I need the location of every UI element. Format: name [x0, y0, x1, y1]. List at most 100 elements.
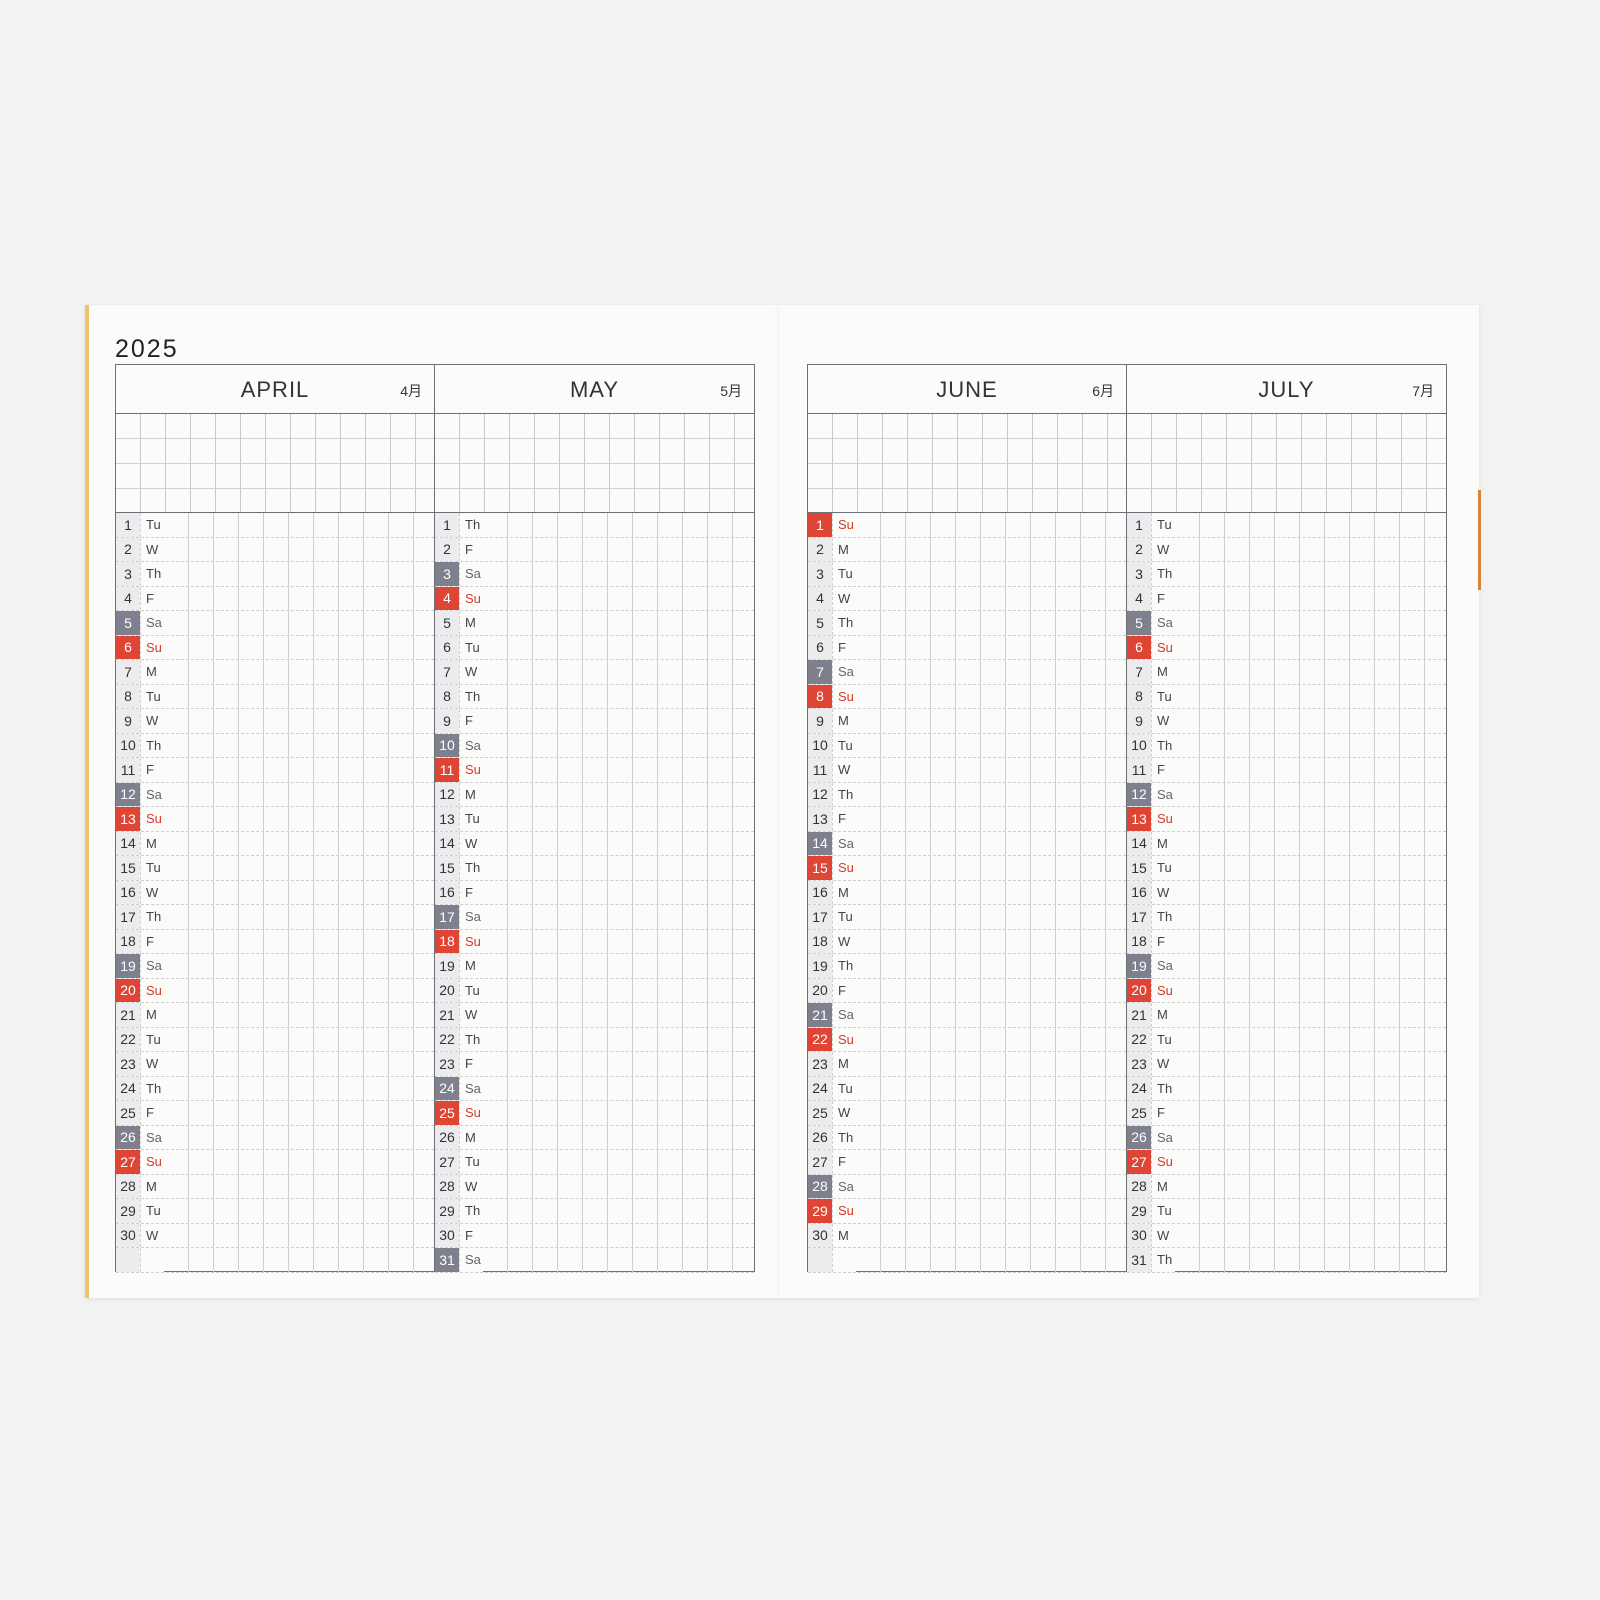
day-row[interactable]: 12 M — [435, 782, 754, 807]
day-row[interactable]: 8 Su — [808, 684, 1126, 709]
day-row[interactable]: 25 F — [1127, 1101, 1446, 1126]
day-row[interactable]: 16 F — [435, 880, 754, 905]
day-row[interactable]: 29 Su — [808, 1199, 1126, 1224]
day-row[interactable]: 24 Tu — [808, 1076, 1126, 1101]
day-row[interactable]: 11 F — [1127, 758, 1446, 783]
day-row[interactable]: 11 F — [116, 758, 434, 783]
day-row[interactable]: 31 Sa — [435, 1248, 754, 1273]
day-row[interactable]: 3 Sa — [435, 562, 754, 587]
day-row[interactable]: 30 M — [808, 1223, 1126, 1248]
day-row[interactable]: 13 Su — [116, 807, 434, 832]
day-row[interactable]: 3 Th — [1127, 562, 1446, 587]
day-row[interactable]: 14 Sa — [808, 831, 1126, 856]
day-row[interactable]: 15 Tu — [116, 856, 434, 881]
day-row[interactable]: 3 Tu — [808, 562, 1126, 587]
day-row[interactable]: 5 Sa — [116, 611, 434, 636]
day-row[interactable]: 19 Sa — [1127, 954, 1446, 979]
day-row[interactable]: 15 Th — [435, 856, 754, 881]
day-row[interactable]: 14 M — [1127, 831, 1446, 856]
day-row[interactable]: 25 Su — [435, 1101, 754, 1126]
day-row[interactable]: 21 W — [435, 1003, 754, 1028]
day-row[interactable]: 8 Tu — [116, 684, 434, 709]
day-row[interactable]: 18 W — [808, 929, 1126, 954]
day-row[interactable]: 19 Sa — [116, 954, 434, 979]
day-row[interactable]: 27 F — [808, 1150, 1126, 1175]
day-row[interactable]: 10 Th — [116, 733, 434, 758]
day-row[interactable]: 10 Sa — [435, 733, 754, 758]
day-row[interactable]: 29 Th — [435, 1199, 754, 1224]
day-row[interactable]: 10 Th — [1127, 733, 1446, 758]
day-row[interactable]: 18 F — [116, 929, 434, 954]
day-row[interactable]: 29 Tu — [116, 1199, 434, 1224]
day-row[interactable]: 21 M — [1127, 1003, 1446, 1028]
day-row[interactable]: 30 W — [116, 1223, 434, 1248]
day-row[interactable]: 23 W — [116, 1052, 434, 1077]
day-row[interactable]: 18 F — [1127, 929, 1446, 954]
day-row[interactable]: 7 Sa — [808, 660, 1126, 685]
day-row[interactable]: 31 Th — [1127, 1248, 1446, 1273]
day-row[interactable]: 11 W — [808, 758, 1126, 783]
day-row[interactable]: 13 Su — [1127, 807, 1446, 832]
day-row[interactable]: 26 M — [435, 1125, 754, 1150]
day-row[interactable]: 1 Tu — [116, 513, 434, 538]
day-row[interactable]: 30 W — [1127, 1223, 1446, 1248]
day-row[interactable]: 29 Tu — [1127, 1199, 1446, 1224]
day-row[interactable] — [116, 1248, 434, 1273]
day-row[interactable]: 20 F — [808, 978, 1126, 1003]
day-row[interactable]: 25 F — [116, 1101, 434, 1126]
day-row[interactable] — [808, 1248, 1126, 1273]
day-row[interactable]: 14 W — [435, 831, 754, 856]
day-row[interactable]: 24 Th — [116, 1076, 434, 1101]
day-row[interactable]: 4 Su — [435, 586, 754, 611]
day-row[interactable]: 10 Tu — [808, 733, 1126, 758]
day-row[interactable]: 21 M — [116, 1003, 434, 1028]
day-row[interactable]: 8 Tu — [1127, 684, 1446, 709]
day-row[interactable]: 23 W — [1127, 1052, 1446, 1077]
day-row[interactable]: 19 Th — [808, 954, 1126, 979]
day-row[interactable]: 1 Su — [808, 513, 1126, 538]
day-row[interactable]: 30 F — [435, 1223, 754, 1248]
day-row[interactable]: 13 F — [808, 807, 1126, 832]
day-row[interactable]: 28 M — [1127, 1174, 1446, 1199]
day-row[interactable]: 22 Tu — [1127, 1027, 1446, 1052]
day-row[interactable]: 21 Sa — [808, 1003, 1126, 1028]
day-row[interactable]: 26 Sa — [116, 1125, 434, 1150]
day-row[interactable]: 16 W — [116, 880, 434, 905]
day-row[interactable]: 17 Tu — [808, 905, 1126, 930]
day-row[interactable]: 17 Sa — [435, 905, 754, 930]
day-row[interactable]: 27 Su — [116, 1150, 434, 1175]
day-row[interactable]: 6 Su — [116, 635, 434, 660]
day-row[interactable]: 16 M — [808, 880, 1126, 905]
day-row[interactable]: 15 Su — [808, 856, 1126, 881]
day-row[interactable]: 1 Th — [435, 513, 754, 538]
day-row[interactable]: 26 Th — [808, 1125, 1126, 1150]
day-row[interactable]: 6 Tu — [435, 635, 754, 660]
day-row[interactable]: 22 Th — [435, 1027, 754, 1052]
day-row[interactable]: 16 W — [1127, 880, 1446, 905]
day-row[interactable]: 20 Su — [1127, 978, 1446, 1003]
day-row[interactable]: 28 W — [435, 1174, 754, 1199]
day-row[interactable]: 28 M — [116, 1174, 434, 1199]
day-row[interactable]: 6 Su — [1127, 635, 1446, 660]
day-row[interactable]: 27 Tu — [435, 1150, 754, 1175]
day-row[interactable]: 11 Su — [435, 758, 754, 783]
day-row[interactable]: 12 Sa — [1127, 782, 1446, 807]
day-row[interactable]: 27 Su — [1127, 1150, 1446, 1175]
day-row[interactable]: 5 Th — [808, 611, 1126, 636]
day-row[interactable]: 5 Sa — [1127, 611, 1446, 636]
day-row[interactable]: 26 Sa — [1127, 1125, 1446, 1150]
